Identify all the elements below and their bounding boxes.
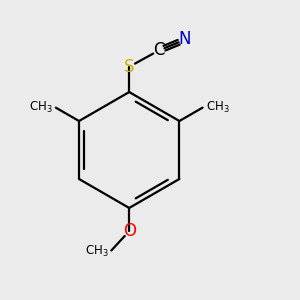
Text: C: C	[153, 41, 165, 59]
Text: N: N	[179, 30, 191, 48]
Text: O: O	[123, 222, 136, 240]
Text: CH$_3$: CH$_3$	[206, 100, 230, 115]
Text: CH$_3$: CH$_3$	[85, 244, 109, 260]
Text: CH$_3$: CH$_3$	[28, 100, 52, 115]
Text: S: S	[124, 58, 134, 76]
